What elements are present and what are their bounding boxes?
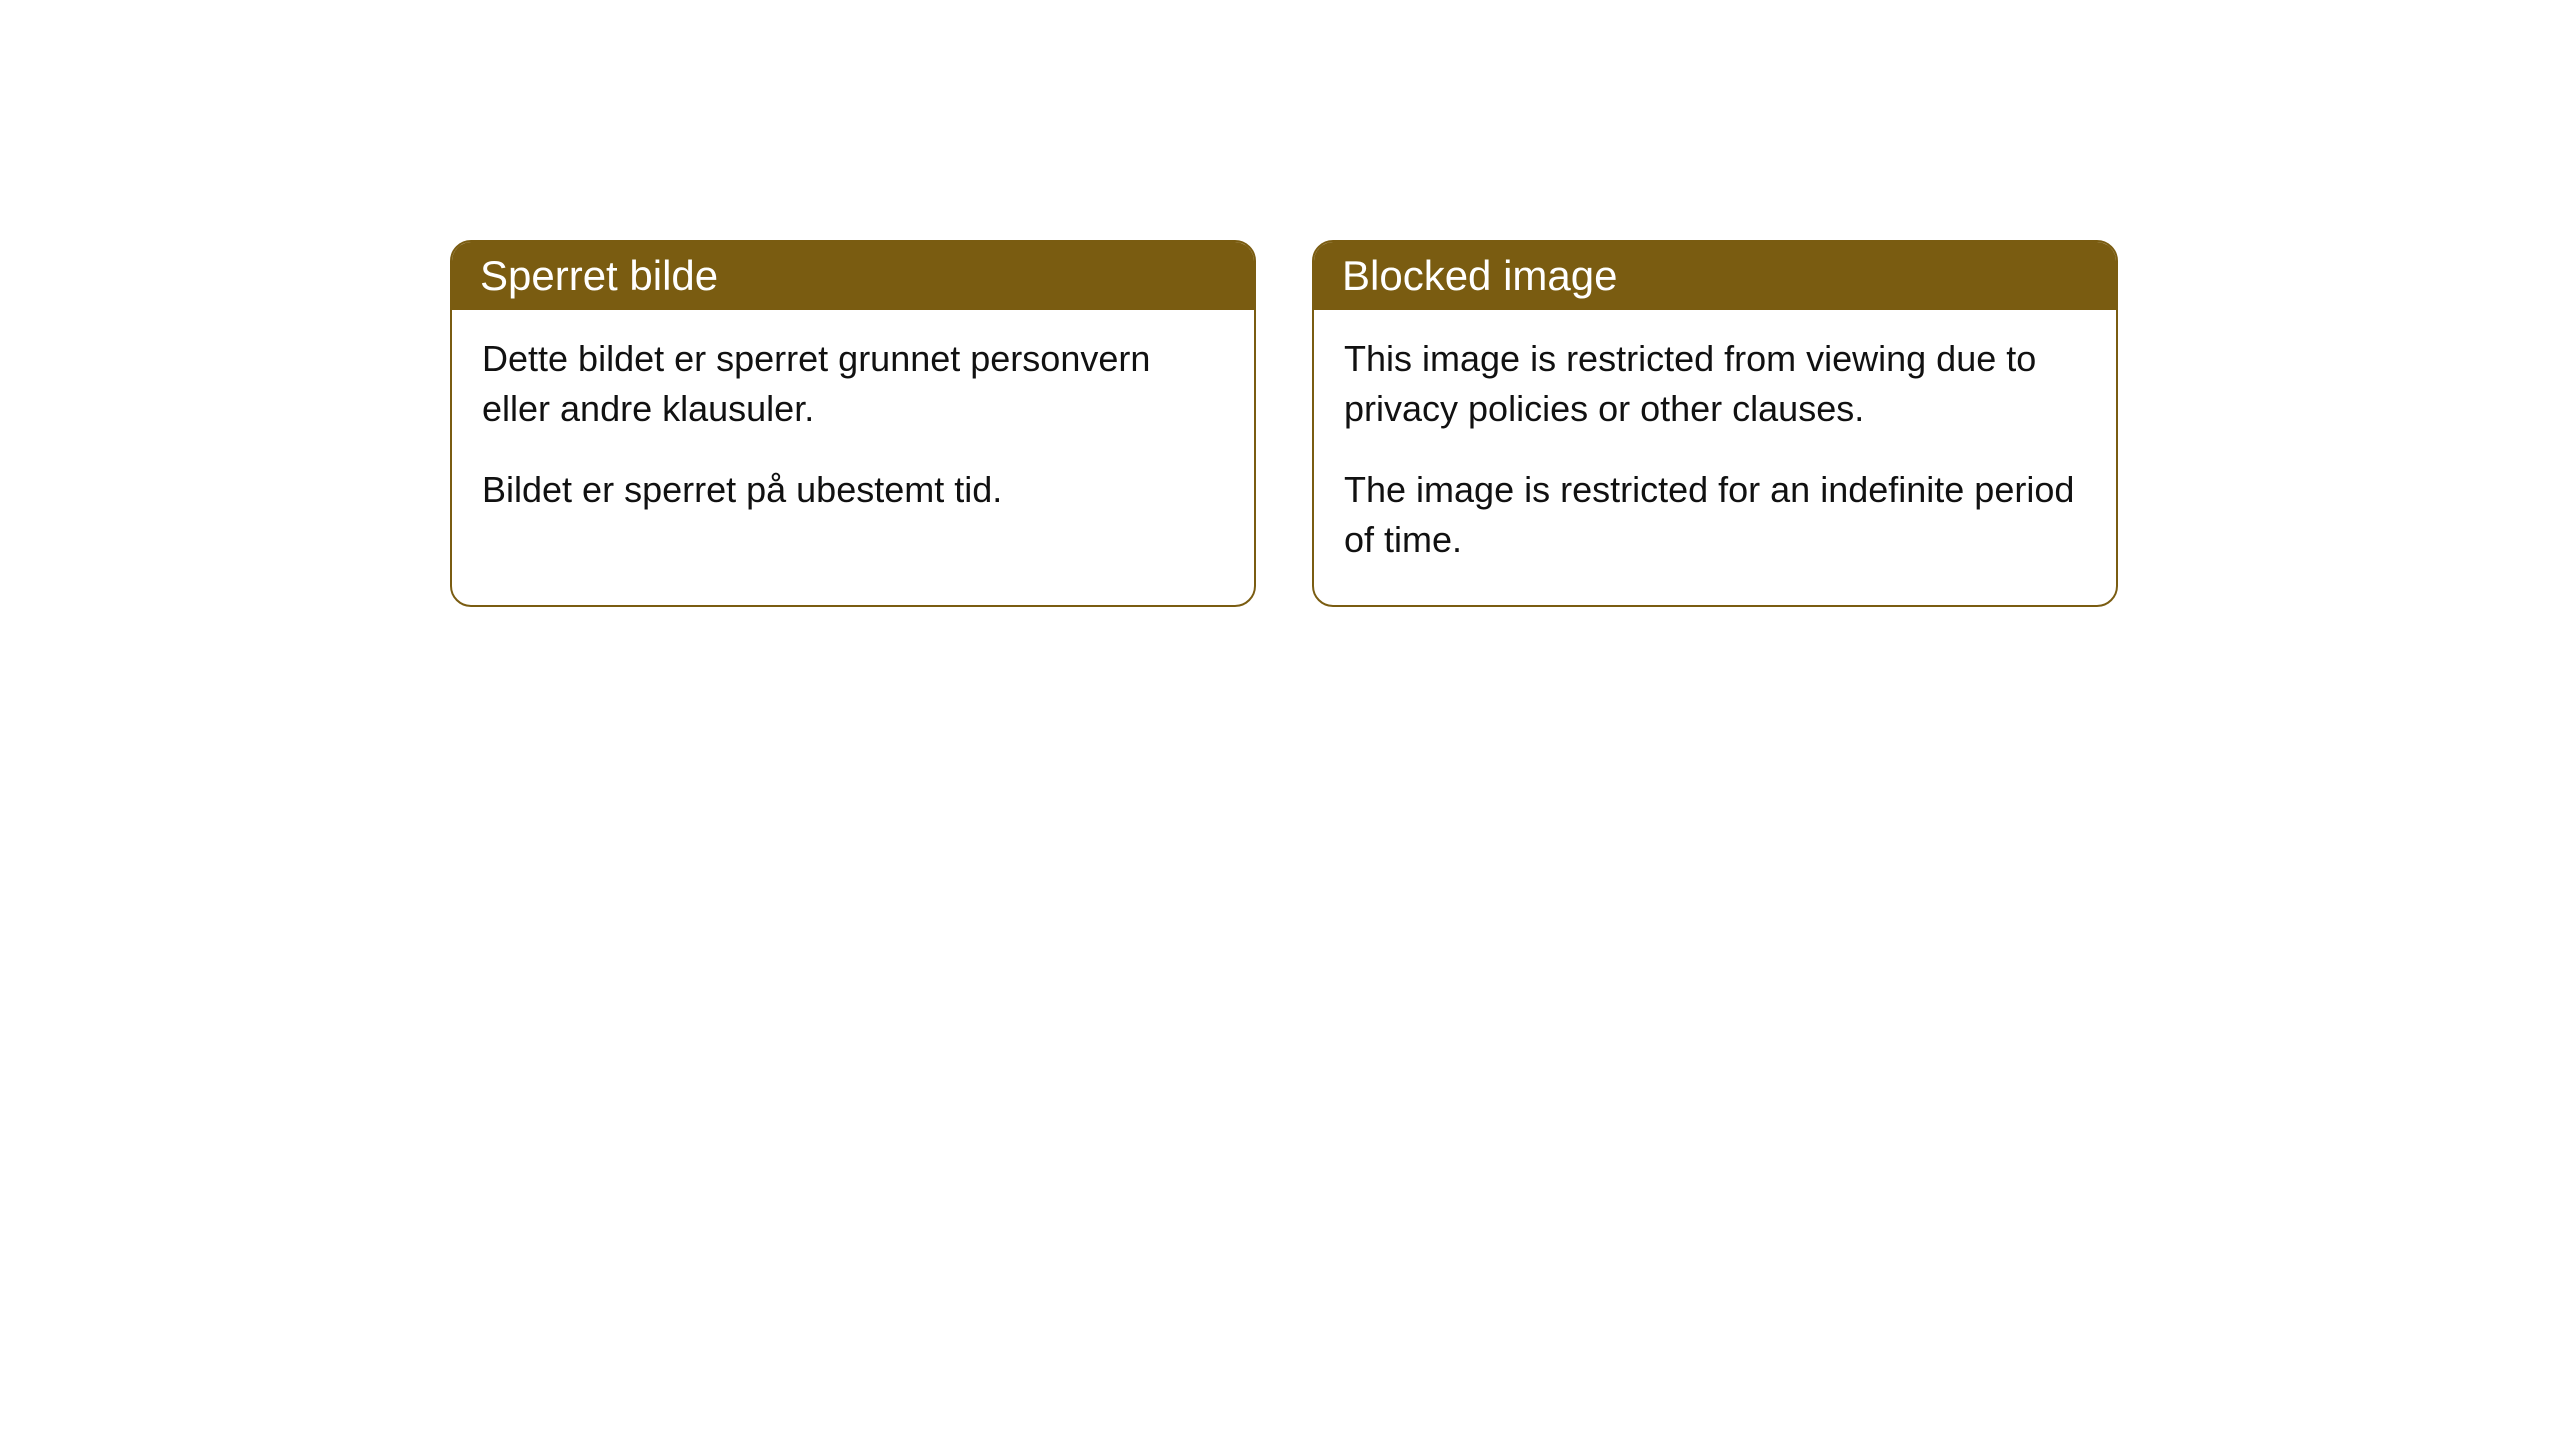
card-header-norwegian: Sperret bilde (452, 242, 1254, 310)
notice-card-english: Blocked image This image is restricted f… (1312, 240, 2118, 607)
card-title: Blocked image (1342, 252, 1617, 299)
card-body-english: This image is restricted from viewing du… (1314, 310, 2116, 605)
card-header-english: Blocked image (1314, 242, 2116, 310)
card-title: Sperret bilde (480, 252, 718, 299)
notice-cards-container: Sperret bilde Dette bildet er sperret gr… (450, 240, 2118, 607)
card-paragraph: Bildet er sperret på ubestemt tid. (482, 465, 1224, 515)
card-body-norwegian: Dette bildet er sperret grunnet personve… (452, 310, 1254, 555)
card-paragraph: Dette bildet er sperret grunnet personve… (482, 334, 1224, 433)
notice-card-norwegian: Sperret bilde Dette bildet er sperret gr… (450, 240, 1256, 607)
card-paragraph: The image is restricted for an indefinit… (1344, 465, 2086, 564)
card-paragraph: This image is restricted from viewing du… (1344, 334, 2086, 433)
